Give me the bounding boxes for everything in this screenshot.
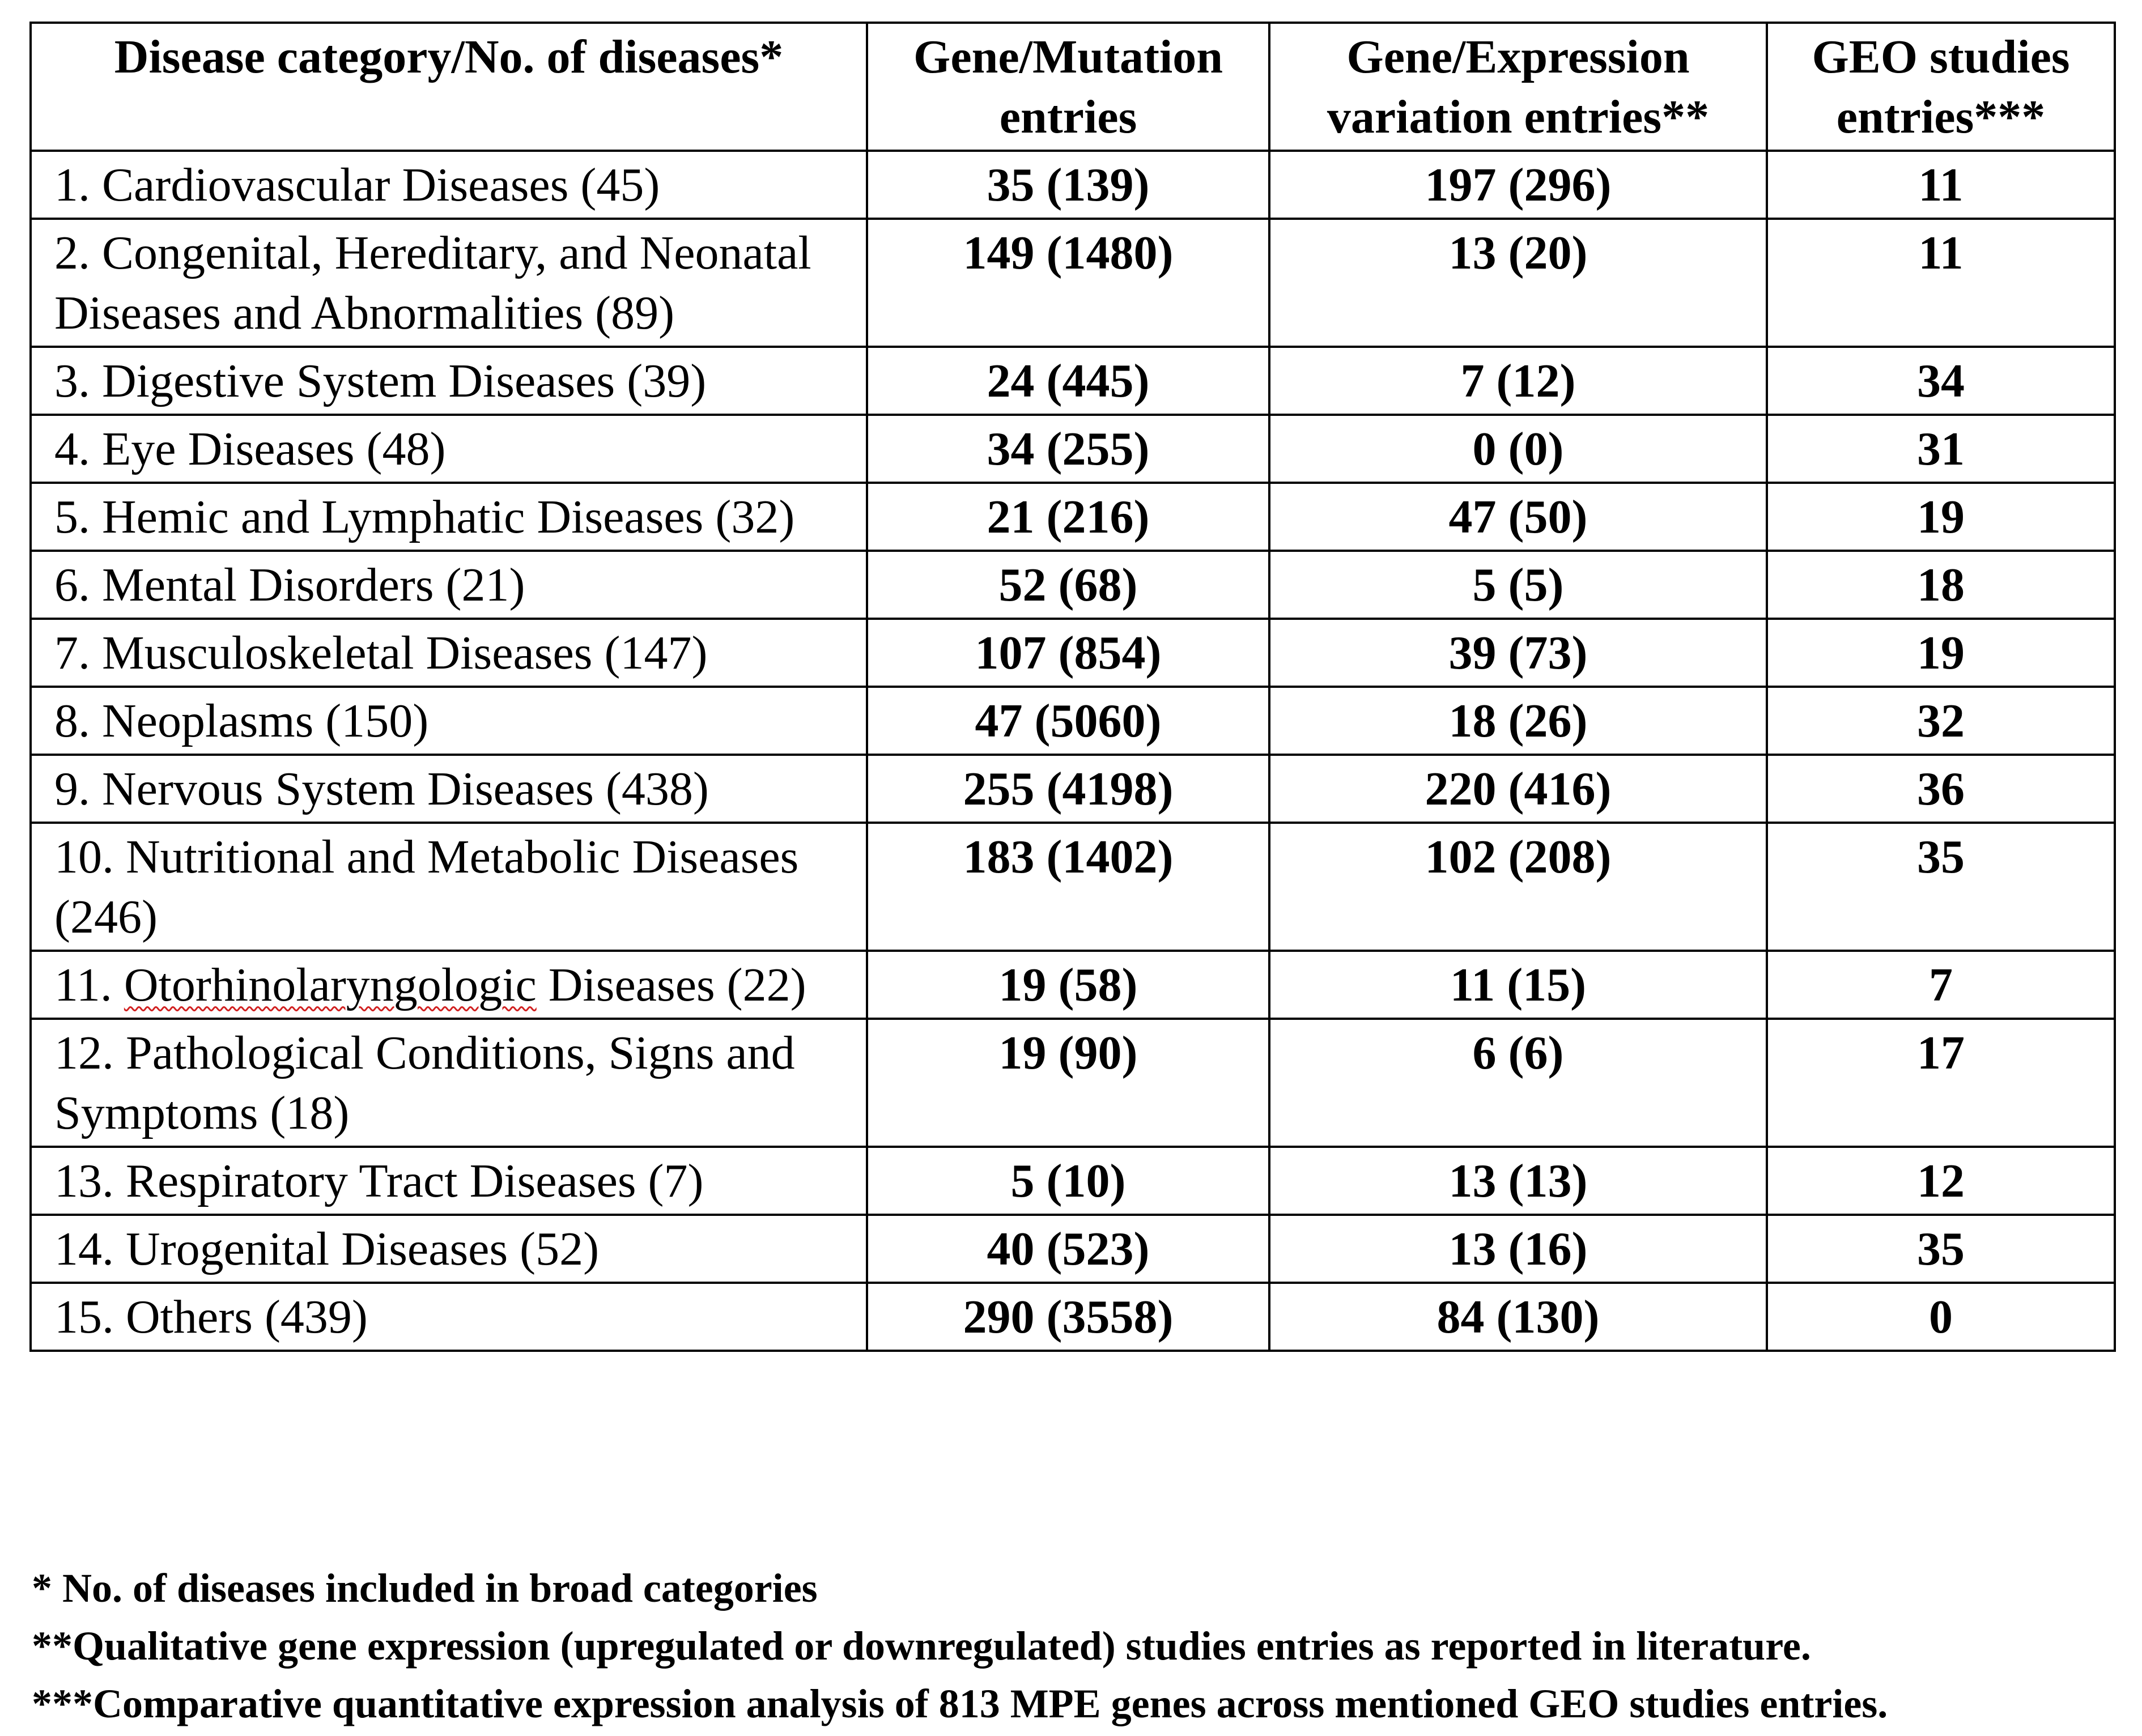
category-cell: 4. Eye Diseases (48) xyxy=(29,414,868,484)
table-row: 7. Musculoskeletal Diseases (147) 107 (8… xyxy=(29,618,2116,688)
mutation-cell: 52 (68) xyxy=(866,550,1270,620)
table-row: 1. Cardiovascular Diseases (45) 35 (139)… xyxy=(29,150,2116,220)
expression-cell: 13 (20) xyxy=(1268,218,1768,348)
mutation-cell: 40 (523) xyxy=(866,1214,1270,1284)
geo-cell: 35 xyxy=(1766,1214,2116,1284)
table-row: 9. Nervous System Diseases (438) 255 (41… xyxy=(29,754,2116,824)
geo-cell: 35 xyxy=(1766,822,2116,952)
geo-cell: 0 xyxy=(1766,1282,2116,1352)
table-row: 4. Eye Diseases (48) 34 (255) 0 (0) 31 xyxy=(29,414,2116,484)
mutation-cell: 290 (3558) xyxy=(866,1282,1270,1352)
category-cell: 10. Nutritional and Metabolic Diseases (… xyxy=(29,822,868,952)
expression-cell: 197 (296) xyxy=(1268,150,1768,220)
expression-cell: 5 (5) xyxy=(1268,550,1768,620)
category-cell: 2. Congenital, Hereditary, and Neonatal … xyxy=(29,218,868,348)
table-header-row: Disease category/No. of diseases* Gene/M… xyxy=(29,22,2116,152)
geo-cell: 7 xyxy=(1766,950,2116,1020)
geo-cell: 31 xyxy=(1766,414,2116,484)
mutation-cell: 47 (5060) xyxy=(866,686,1270,756)
category-cell: 15. Others (439) xyxy=(29,1282,868,1352)
geo-cell: 12 xyxy=(1766,1146,2116,1216)
category-cell: 9. Nervous System Diseases (438) xyxy=(29,754,868,824)
category-cell: 5. Hemic and Lymphatic Diseases (32) xyxy=(29,482,868,552)
expression-cell: 18 (26) xyxy=(1268,686,1768,756)
geo-cell: 19 xyxy=(1766,482,2116,552)
category-cell: 12. Pathological Conditions, Signs and S… xyxy=(29,1018,868,1148)
category-prefix: 11. xyxy=(54,959,124,1011)
mutation-cell: 19 (90) xyxy=(866,1018,1270,1148)
disease-category-table: Disease category/No. of diseases* Gene/M… xyxy=(29,22,2116,1352)
table-row: 10. Nutritional and Metabolic Diseases (… xyxy=(29,822,2116,952)
category-cell: 8. Neoplasms (150) xyxy=(29,686,868,756)
disease-category-table-container: Disease category/No. of diseases* Gene/M… xyxy=(29,22,2116,1352)
table-row: 14. Urogenital Diseases (52) 40 (523) 13… xyxy=(29,1214,2116,1284)
header-gene-mutation: Gene/Mutation entries xyxy=(866,22,1270,152)
expression-cell: 6 (6) xyxy=(1268,1018,1768,1148)
table-row: 12. Pathological Conditions, Signs and S… xyxy=(29,1018,2116,1148)
expression-cell: 13 (13) xyxy=(1268,1146,1768,1216)
table-row: 2. Congenital, Hereditary, and Neonatal … xyxy=(29,218,2116,348)
spellcheck-flagged-word: Otorhinolaryngologic xyxy=(124,959,537,1011)
category-cell: 14. Urogenital Diseases (52) xyxy=(29,1214,868,1284)
category-suffix: Diseases (22) xyxy=(536,959,806,1011)
table-row: 13. Respiratory Tract Diseases (7) 5 (10… xyxy=(29,1146,2116,1216)
header-category: Disease category/No. of diseases* xyxy=(29,22,868,152)
footnote-double-asterisk: **Qualitative gene expression (upregulat… xyxy=(32,1623,1811,1669)
mutation-cell: 107 (854) xyxy=(866,618,1270,688)
expression-cell: 39 (73) xyxy=(1268,618,1768,688)
mutation-cell: 183 (1402) xyxy=(866,822,1270,952)
expression-cell: 84 (130) xyxy=(1268,1282,1768,1352)
expression-cell: 13 (16) xyxy=(1268,1214,1768,1284)
table-footnotes: * No. of diseases included in broad cate… xyxy=(32,1559,2128,1733)
category-cell: 3. Digestive System Diseases (39) xyxy=(29,346,868,416)
geo-cell: 34 xyxy=(1766,346,2116,416)
table-row: 5. Hemic and Lymphatic Diseases (32) 21 … xyxy=(29,482,2116,552)
table-row: 8. Neoplasms (150) 47 (5060) 18 (26) 32 xyxy=(29,686,2116,756)
table-row: 11. Otorhinolaryngologic Diseases (22) 1… xyxy=(29,950,2116,1020)
mutation-cell: 255 (4198) xyxy=(866,754,1270,824)
expression-cell: 220 (416) xyxy=(1268,754,1768,824)
expression-cell: 102 (208) xyxy=(1268,822,1768,952)
mutation-cell: 34 (255) xyxy=(866,414,1270,484)
geo-cell: 32 xyxy=(1766,686,2116,756)
mutation-cell: 19 (58) xyxy=(866,950,1270,1020)
geo-cell: 11 xyxy=(1766,218,2116,348)
mutation-cell: 24 (445) xyxy=(866,346,1270,416)
expression-cell: 11 (15) xyxy=(1268,950,1768,1020)
geo-cell: 36 xyxy=(1766,754,2116,824)
footnote-single-asterisk: * No. of diseases included in broad cate… xyxy=(32,1565,818,1611)
category-cell: 1. Cardiovascular Diseases (45) xyxy=(29,150,868,220)
table-row: 15. Others (439) 290 (3558) 84 (130) 0 xyxy=(29,1282,2116,1352)
expression-cell: 0 (0) xyxy=(1268,414,1768,484)
header-geo-studies: GEO studies entries*** xyxy=(1766,22,2116,152)
geo-cell: 19 xyxy=(1766,618,2116,688)
expression-cell: 47 (50) xyxy=(1268,482,1768,552)
geo-cell: 11 xyxy=(1766,150,2116,220)
table-row: 3. Digestive System Diseases (39) 24 (44… xyxy=(29,346,2116,416)
mutation-cell: 35 (139) xyxy=(866,150,1270,220)
geo-cell: 17 xyxy=(1766,1018,2116,1148)
table-row: 6. Mental Disorders (21) 52 (68) 5 (5) 1… xyxy=(29,550,2116,620)
footnote-triple-asterisk: ***Comparative quantitative expression a… xyxy=(32,1681,1888,1726)
mutation-cell: 149 (1480) xyxy=(866,218,1270,348)
category-cell: 11. Otorhinolaryngologic Diseases (22) xyxy=(29,950,868,1020)
mutation-cell: 5 (10) xyxy=(866,1146,1270,1216)
header-gene-expression: Gene/Expression variation entries** xyxy=(1268,22,1768,152)
expression-cell: 7 (12) xyxy=(1268,346,1768,416)
category-cell: 6. Mental Disorders (21) xyxy=(29,550,868,620)
category-cell: 13. Respiratory Tract Diseases (7) xyxy=(29,1146,868,1216)
geo-cell: 18 xyxy=(1766,550,2116,620)
mutation-cell: 21 (216) xyxy=(866,482,1270,552)
category-cell: 7. Musculoskeletal Diseases (147) xyxy=(29,618,868,688)
